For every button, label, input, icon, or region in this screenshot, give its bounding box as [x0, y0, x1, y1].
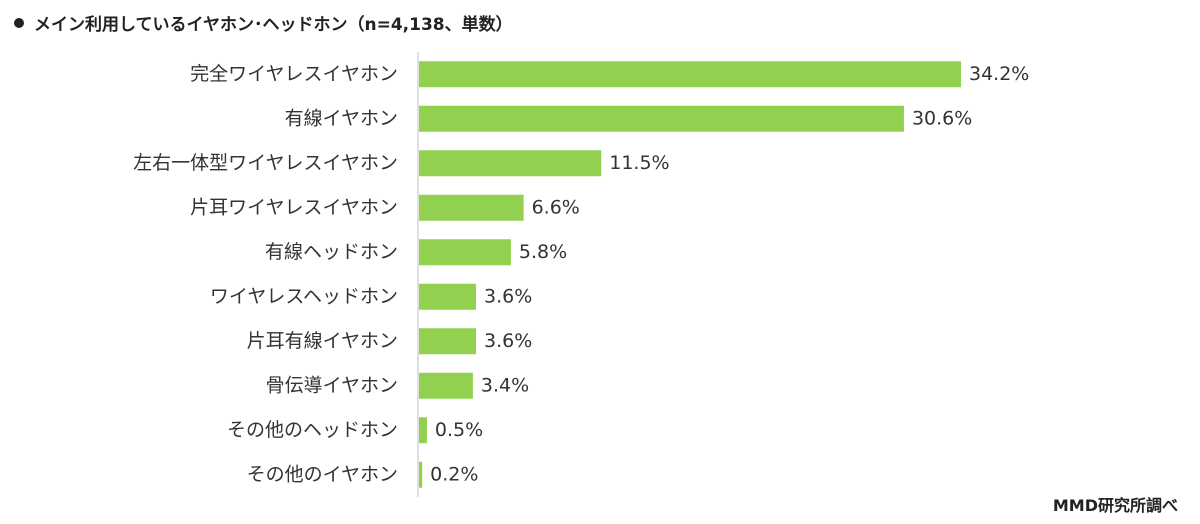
bar [419, 105, 904, 132]
chart-title: メイン利用しているイヤホン･ヘッドホン（n=4,138、単数） [14, 10, 513, 35]
category-label: 有線イヤホン [285, 107, 398, 129]
bar [419, 194, 524, 221]
category-label: その他のイヤホン [247, 463, 398, 485]
bar [419, 417, 427, 444]
category-label: 片耳ワイヤレスイヤホン [190, 196, 398, 218]
value-label: 30.6% [912, 107, 972, 129]
source-credit: MMD研究所調べ [1052, 496, 1178, 515]
value-label: 0.5% [435, 419, 483, 441]
value-label: 3.4% [481, 374, 529, 396]
category-label: 完全ワイヤレスイヤホン [190, 63, 398, 85]
bar [419, 239, 511, 266]
bar [419, 61, 961, 88]
category-label: 左右一体型ワイヤレスイヤホン [133, 152, 398, 174]
category-label: 有線ヘッドホン [265, 241, 398, 263]
category-label: 骨伝導イヤホン [266, 374, 398, 396]
value-label: 11.5% [609, 152, 669, 174]
bullet-icon [14, 17, 24, 28]
value-label: 6.6% [532, 196, 580, 218]
bar [419, 328, 477, 355]
value-label: 3.6% [484, 285, 532, 307]
bar [419, 283, 477, 310]
value-label: 34.2% [969, 63, 1029, 85]
value-label: 5.8% [519, 241, 567, 263]
chart-title-text: メイン利用しているイヤホン･ヘッドホン（n=4,138、単数） [34, 15, 513, 35]
value-label: 0.2% [430, 463, 478, 485]
category-label: 片耳有線イヤホン [247, 330, 398, 352]
bar [419, 150, 602, 177]
value-label: 3.6% [484, 330, 532, 352]
bar [419, 461, 423, 488]
category-label: その他のヘッドホン [227, 419, 398, 441]
category-label: ワイヤレスヘッドホン [210, 285, 398, 307]
bar [419, 372, 473, 399]
